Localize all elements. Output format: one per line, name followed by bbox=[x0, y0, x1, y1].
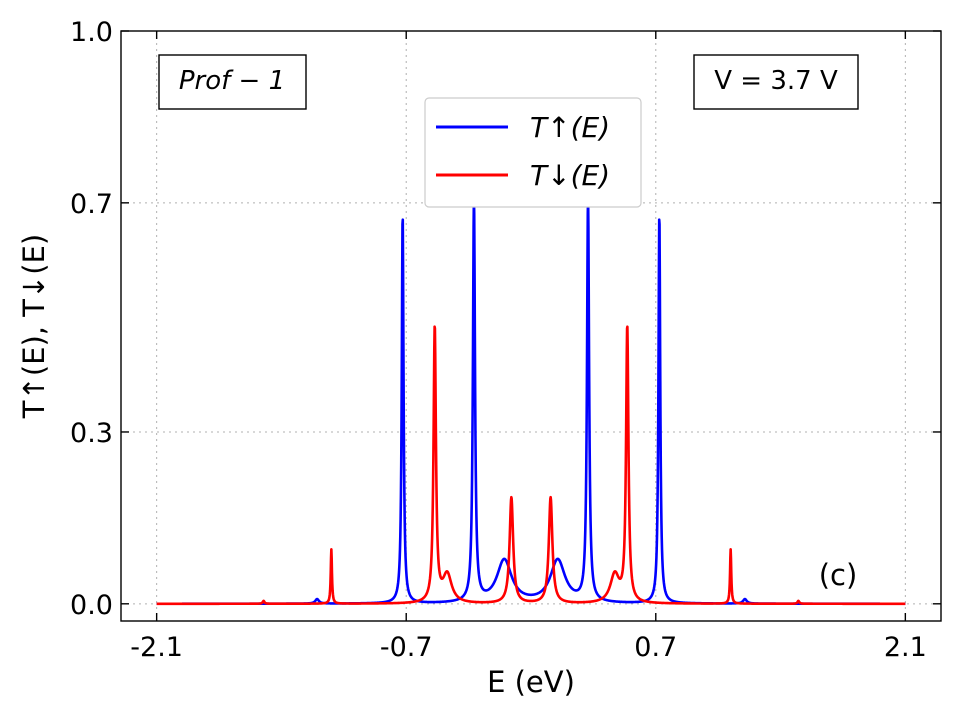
voltage-label: V = 3.7 V bbox=[714, 66, 838, 96]
series-line-0 bbox=[155, 195, 907, 606]
x-tick-label: -2.1 bbox=[130, 632, 183, 663]
plot-frame bbox=[120, 30, 942, 622]
x-axis-label: E (eV) bbox=[487, 665, 575, 699]
profile-label: Prof − 1 bbox=[179, 66, 285, 96]
x-tick-label: 2.1 bbox=[884, 632, 927, 663]
y-tick-label: 0.3 bbox=[70, 418, 113, 449]
legend-label-up: T↑(E) bbox=[530, 111, 610, 144]
profile-annotation: Prof − 1 bbox=[158, 54, 307, 110]
series-line-1 bbox=[155, 325, 907, 606]
y-tick-label: 1.0 bbox=[70, 17, 113, 48]
y-axis-label: T↑(E), T↓(E) bbox=[17, 234, 51, 419]
x-tick-label: 0.7 bbox=[634, 632, 677, 663]
x-tick-labels: -2.1 -0.7 0.7 2.1 bbox=[130, 632, 927, 663]
y-tick-label: 0.0 bbox=[70, 590, 113, 621]
panel-label: (c) bbox=[819, 558, 858, 592]
legend-label-down: T↓(E) bbox=[530, 159, 610, 192]
y-tick-label: 0.7 bbox=[70, 189, 113, 220]
x-tick-label: -0.7 bbox=[380, 632, 433, 663]
series-lines bbox=[155, 195, 907, 606]
legend: T↑(E) T↓(E) bbox=[424, 97, 642, 208]
voltage-annotation: V = 3.7 V bbox=[693, 54, 859, 110]
y-tick-labels: 0.0 0.3 0.7 1.0 bbox=[70, 17, 113, 621]
